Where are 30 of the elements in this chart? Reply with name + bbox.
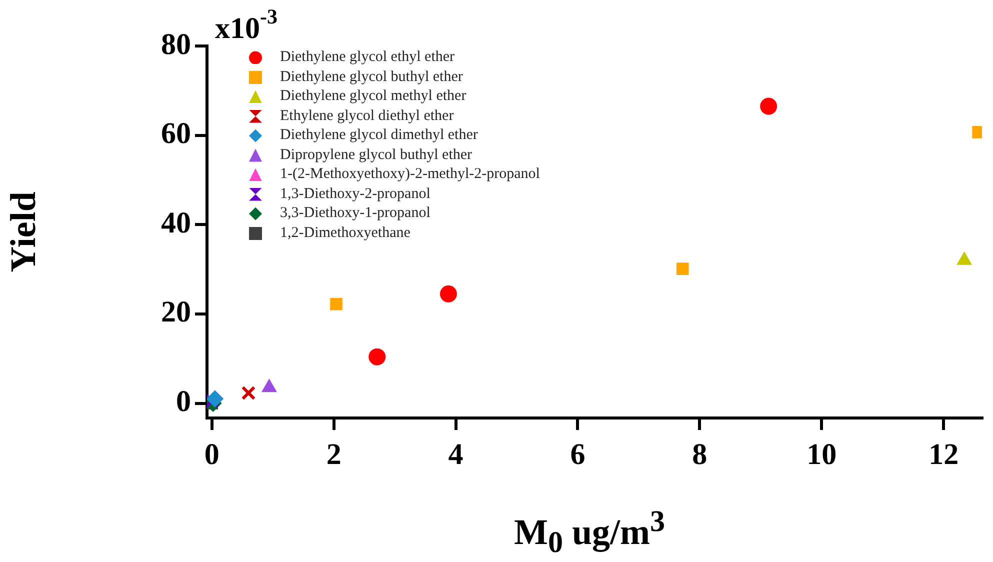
- y-tick-label: 80: [161, 28, 191, 61]
- x-tick-label: 4: [448, 438, 464, 471]
- x-tick-label: 2: [326, 438, 342, 471]
- legend-label: 3,3-Diethoxy-1-propanol: [280, 205, 430, 222]
- legend-label: Diethylene glycol ethyl ether: [280, 49, 455, 66]
- y-tick-label: 20: [161, 296, 191, 329]
- legend-label: Diethylene glycol buthyl ether: [280, 68, 463, 86]
- legend-label: Diethylene glycol dimethyl ether: [280, 127, 478, 144]
- x-tick-label: 12: [928, 438, 959, 471]
- y-tick-label: 60: [161, 117, 191, 150]
- point: [760, 98, 778, 115]
- y-tick-label: 40: [161, 206, 191, 240]
- legend-label: 1,2-Dimethoxyethane: [280, 224, 410, 242]
- legend-label: 1,3-Diethoxy-2-propanol: [280, 186, 430, 203]
- x-tick-label: 6: [570, 438, 586, 471]
- legend-label: Dipropylene glycol buthyl ether: [280, 146, 472, 164]
- legend-label: Ethylene glycol diethyl ether: [280, 108, 454, 125]
- point: [440, 285, 457, 302]
- y-tick-label: 0: [176, 385, 191, 418]
- x-tick-label: 0: [204, 438, 220, 471]
- x-tick-label: 10: [806, 438, 837, 471]
- point: [676, 262, 689, 275]
- legend-label: 1-(2-Methoxyethoxy)-2-methyl-2-propanol: [280, 166, 540, 184]
- point: [241, 386, 256, 400]
- point: [330, 298, 342, 310]
- legend-label: Diethylene glycol methyl ether: [280, 88, 466, 106]
- x-tick-label: 8: [692, 438, 708, 471]
- x-axis-title: M$_{0}$ ug/m$^{3}$: [514, 505, 665, 560]
- y-axis-title: Yield: [2, 192, 43, 272]
- point: [368, 348, 386, 366]
